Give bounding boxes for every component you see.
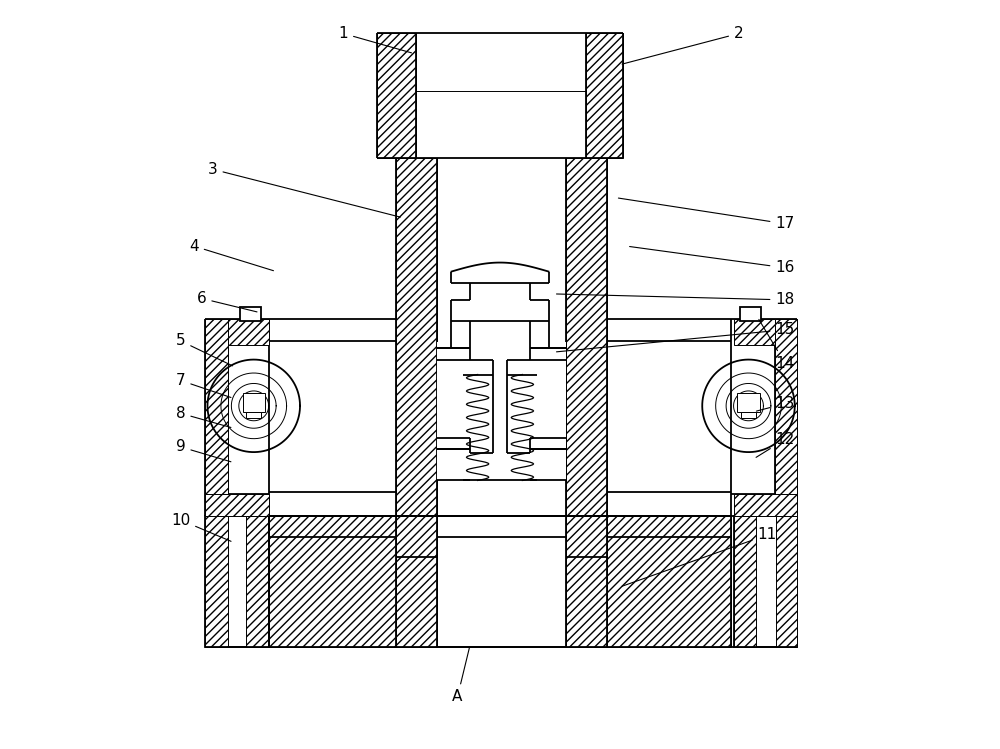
Text: 18: 18 [557, 292, 795, 307]
Text: 9: 9 [176, 440, 231, 462]
Text: 1: 1 [338, 26, 412, 53]
Text: 5: 5 [176, 333, 233, 366]
Text: 15: 15 [556, 322, 795, 352]
Bar [377, 33, 416, 158]
Bar [734, 516, 756, 647]
Bar [228, 318, 269, 345]
Bar [740, 307, 761, 321]
Bar [734, 494, 797, 516]
Bar [737, 393, 760, 412]
Text: 11: 11 [622, 527, 777, 586]
Text: A: A [452, 647, 469, 704]
Text: 13: 13 [756, 396, 795, 411]
Bar [246, 412, 261, 418]
Text: 16: 16 [630, 246, 795, 276]
Bar [269, 516, 731, 647]
Bar [734, 516, 797, 647]
Bar [586, 33, 623, 158]
Text: 2: 2 [622, 26, 744, 64]
Bar [269, 516, 396, 647]
Bar [205, 516, 228, 647]
Text: 12: 12 [756, 432, 795, 458]
Text: 17: 17 [618, 198, 795, 231]
Bar [607, 516, 731, 647]
Bar [246, 516, 269, 647]
Text: 3: 3 [208, 162, 400, 217]
Text: 4: 4 [189, 239, 273, 270]
Text: 10: 10 [171, 512, 231, 542]
Bar [566, 158, 607, 516]
Bar [437, 342, 566, 480]
Bar [775, 318, 797, 494]
Bar [205, 516, 269, 647]
Bar [741, 412, 756, 418]
Bar [734, 318, 775, 345]
Bar [396, 158, 437, 516]
Text: 8: 8 [176, 406, 231, 428]
Bar [243, 393, 265, 412]
Bar [240, 307, 261, 321]
Text: 6: 6 [197, 291, 257, 312]
Bar [776, 516, 797, 647]
Text: 7: 7 [176, 373, 231, 398]
Text: 14: 14 [759, 319, 795, 371]
Bar [205, 494, 269, 516]
Bar [396, 516, 437, 647]
Bar [205, 318, 228, 494]
Bar [566, 516, 607, 647]
